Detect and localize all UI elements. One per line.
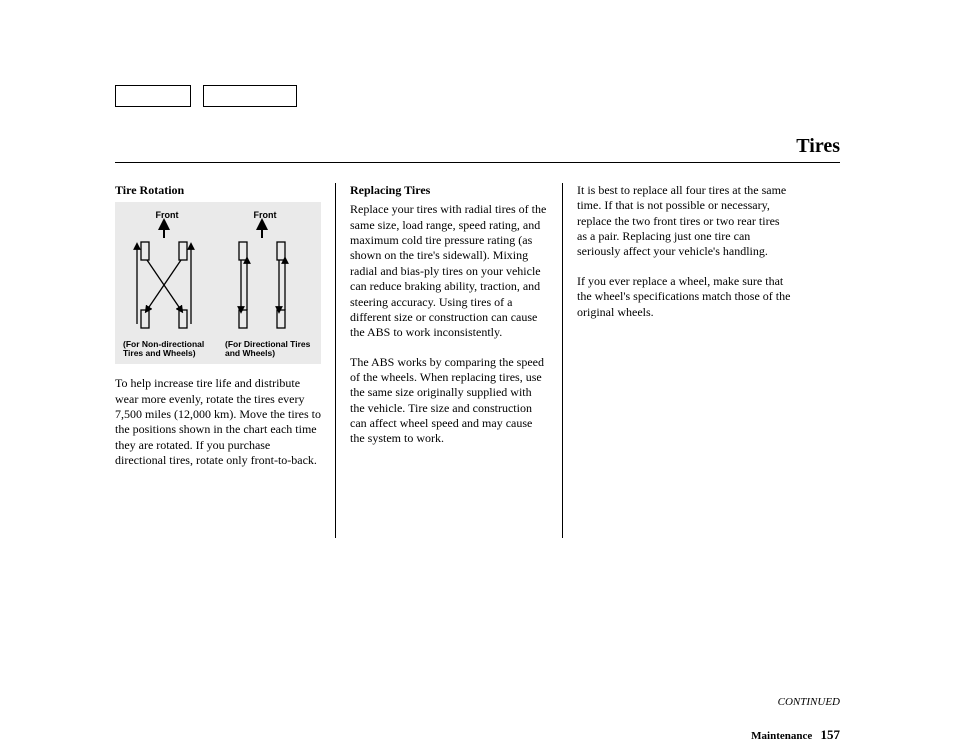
replacing-tires-p1: Replace your tires with radial tires of … — [350, 202, 548, 340]
nav-box-1[interactable] — [115, 85, 191, 107]
page-content: Tires Tire Rotation Front Front — [115, 85, 840, 538]
footer-section: Maintenance — [751, 730, 812, 742]
page-title: Tires — [115, 135, 840, 158]
diagram-caption-1: (For Non-directional Tires and Wheels) — [123, 340, 223, 359]
column-1: Tire Rotation Front Front — [115, 183, 335, 538]
nav-box-2[interactable] — [203, 85, 297, 107]
tire-rotation-text: To help increase tire life and distribut… — [115, 376, 321, 468]
tire-rotation-diagram: Front Front — [115, 202, 321, 364]
replacing-tires-heading: Replacing Tires — [350, 183, 548, 198]
column-3: It is best to replace all four tires at … — [563, 183, 791, 538]
continued-label: CONTINUED — [778, 696, 840, 708]
diagram-caption-2: (For Directional Tires and Wheels) — [225, 340, 325, 359]
column-2: Replacing Tires Replace your tires with … — [335, 183, 563, 538]
col3-p1: It is best to replace all four tires at … — [577, 183, 791, 260]
page-footer: Maintenance 157 — [751, 727, 840, 743]
title-rule — [115, 162, 840, 163]
replacing-tires-p2: The ABS works by comparing the speed of … — [350, 355, 548, 447]
page-number: 157 — [821, 727, 841, 742]
col3-p2: If you ever replace a wheel, make sure t… — [577, 274, 791, 320]
columns: Tire Rotation Front Front — [115, 183, 840, 538]
tire-rotation-heading: Tire Rotation — [115, 183, 321, 198]
top-button-row — [115, 85, 840, 107]
